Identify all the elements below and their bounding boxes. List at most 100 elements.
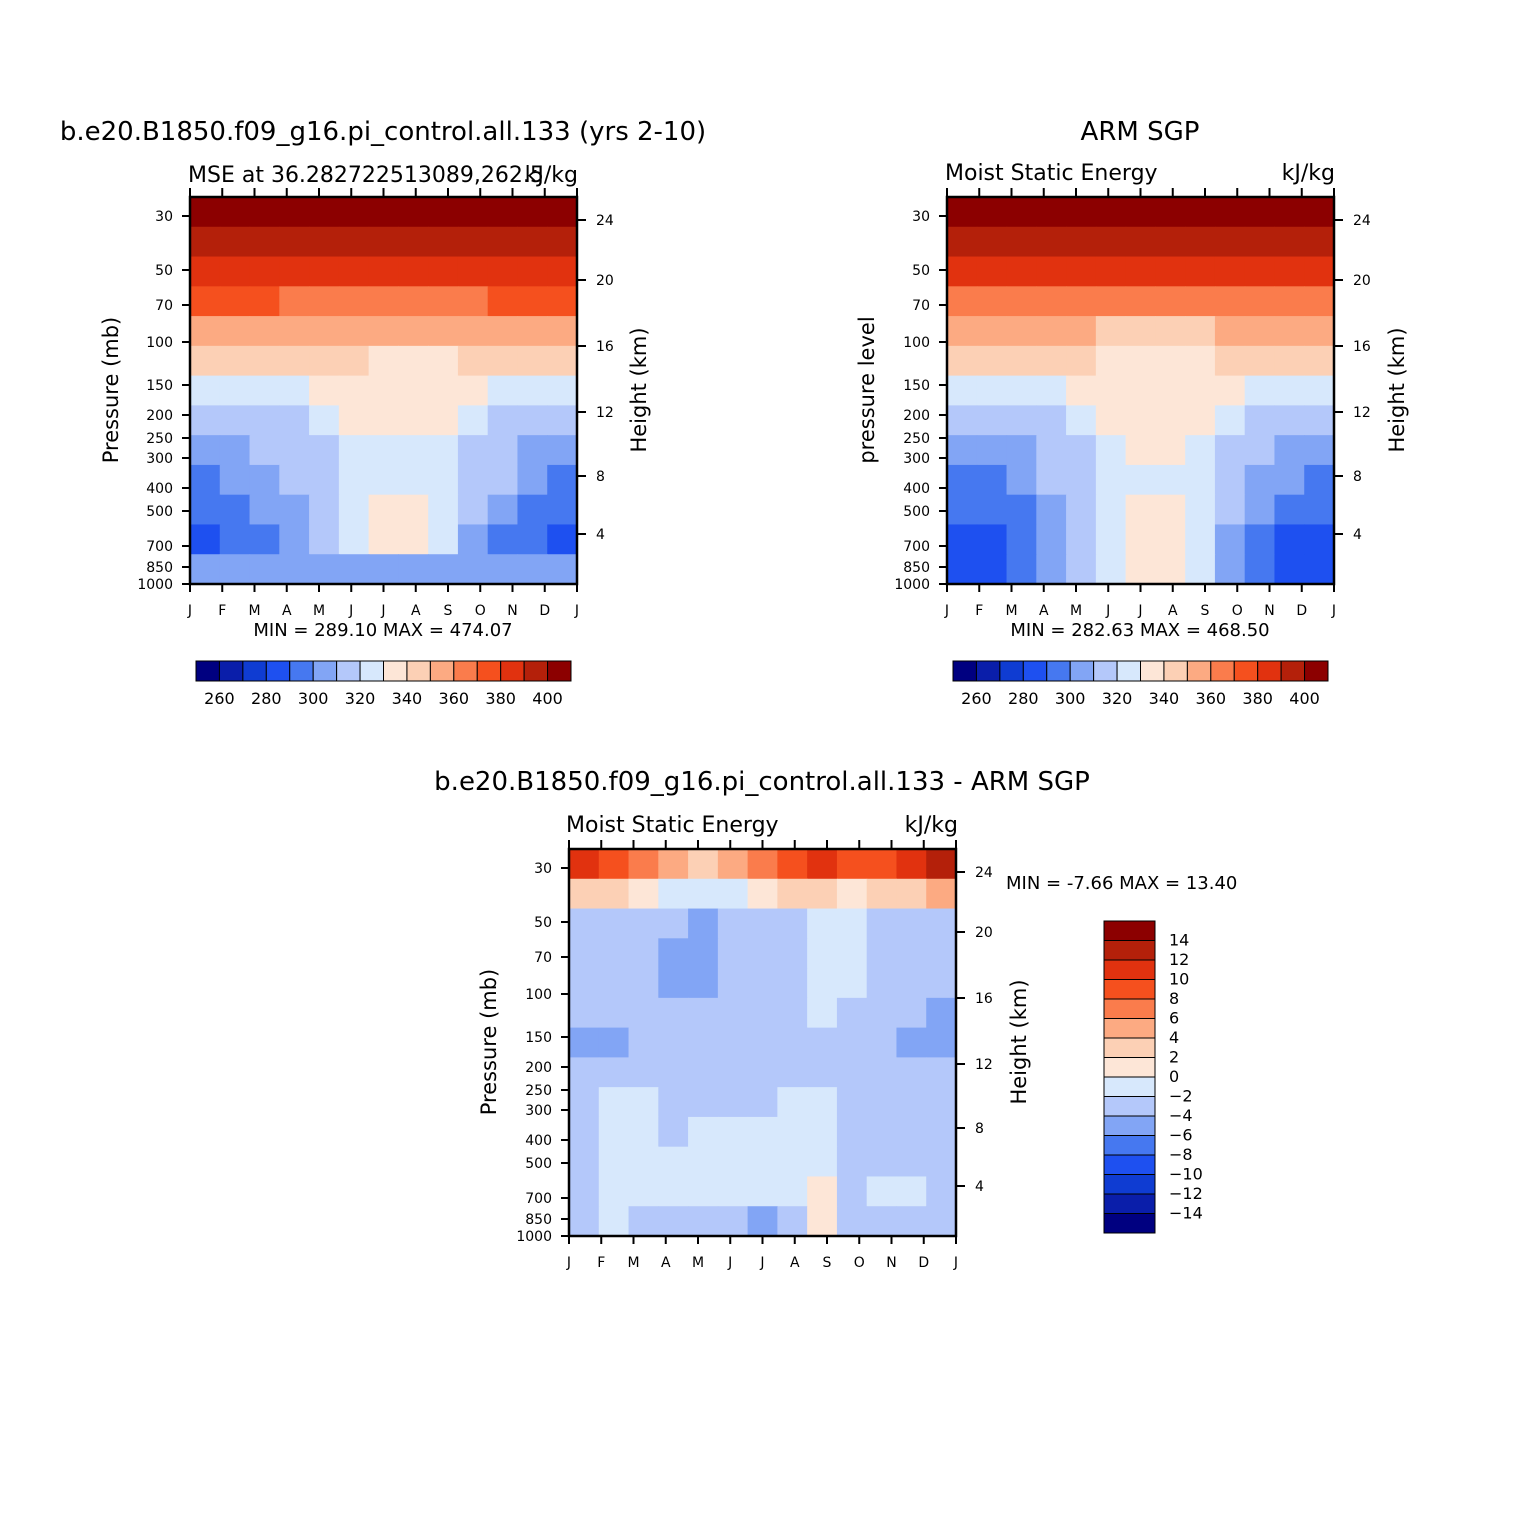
x-tick-label: J (944, 603, 949, 619)
field-cell (219, 405, 251, 436)
y2-tick-label: 4 (975, 1179, 984, 1195)
field-cell (1244, 524, 1276, 555)
y-tick-label: 200 (903, 408, 930, 424)
field-cell (947, 405, 978, 436)
field-cell (658, 1057, 689, 1088)
field-cell (747, 938, 778, 969)
colorbar-box (265, 660, 291, 682)
field-cell (1155, 316, 1186, 347)
field-cell (717, 908, 749, 939)
x-tick-label: S (1201, 603, 1210, 619)
colorbar-tick-label: 280 (1008, 689, 1039, 708)
colorbar-box (1163, 660, 1188, 682)
field-cell (658, 938, 689, 969)
field-cell (598, 1087, 630, 1118)
field-cell (747, 1176, 778, 1207)
field-cell (249, 494, 280, 526)
field-cell (219, 554, 251, 585)
field-cell (457, 375, 489, 406)
field-cell (428, 286, 459, 317)
field-cell (896, 938, 927, 969)
field-cell (1066, 405, 1097, 436)
field-cell (457, 316, 489, 347)
field-cell (1244, 494, 1276, 526)
field-cell (807, 968, 838, 999)
field-cell (688, 1116, 719, 1148)
y-tick-label: 700 (903, 539, 930, 555)
field-cell (1006, 197, 1037, 228)
field-cell (368, 464, 399, 496)
field-cell (747, 1146, 778, 1178)
field-cell (628, 997, 659, 1029)
field-cell (926, 878, 957, 910)
field-cell (487, 226, 519, 258)
field-cell (947, 345, 978, 377)
y-tick-label: 300 (146, 451, 173, 467)
x-tick-label: J (1105, 603, 1110, 619)
x-tick-label: F (218, 603, 226, 619)
field-cell (1155, 345, 1186, 377)
field-cell (976, 256, 1008, 287)
field-cell (190, 375, 221, 406)
field-cell (219, 316, 251, 347)
field-cell (807, 849, 838, 880)
field-cell (688, 968, 719, 999)
colorbar-tick-label: 320 (345, 689, 376, 708)
field-cell (866, 849, 898, 880)
panel-model-title: b.e20.B1850.f09_g16.pi_control.all.133 (… (60, 117, 706, 147)
field-cell (279, 435, 310, 466)
field-cell (428, 316, 459, 347)
field-cell (598, 1146, 630, 1178)
field-cell (279, 286, 310, 317)
field-cell (309, 226, 340, 258)
field-cell (1185, 375, 1216, 406)
colorbar-tick-label: −8 (1169, 1145, 1193, 1164)
field-cell (338, 524, 370, 555)
field-cell (309, 197, 340, 228)
field-cell (190, 494, 221, 526)
field-cell (1066, 524, 1097, 555)
field-cell (658, 1116, 689, 1148)
y2-tick-label: 4 (1353, 527, 1362, 543)
field-cell (1006, 405, 1037, 436)
x-tick-label: M (248, 603, 260, 619)
field-cell (866, 1206, 898, 1237)
field-cell (896, 1176, 927, 1207)
field-cell (926, 908, 957, 939)
field-cell (398, 464, 429, 496)
colorbar-box (1103, 920, 1156, 941)
field-cell (807, 1027, 838, 1058)
field-cell (1095, 226, 1127, 258)
colorbar-box (1103, 1096, 1156, 1117)
y-tick-label: 700 (525, 1191, 552, 1207)
field-cell (688, 1176, 719, 1207)
field-cell (926, 1087, 957, 1118)
panel-obs-subtitle-right: kJ/kg (1282, 161, 1335, 186)
field-cell (658, 908, 689, 939)
field-cell (896, 1087, 927, 1118)
field-cell (1066, 286, 1097, 317)
field-cell (428, 524, 459, 555)
field-cell (1006, 554, 1037, 585)
field-cell (598, 1116, 630, 1148)
field-cell (190, 197, 221, 228)
y-tick-label: 300 (525, 1103, 552, 1119)
field-cell (836, 878, 868, 910)
x-tick-label: F (597, 1255, 605, 1271)
field-cell (747, 1087, 778, 1118)
field-cell (1214, 524, 1246, 555)
field-cell (1244, 405, 1276, 436)
field-cell (428, 464, 459, 496)
field-cell (947, 554, 978, 585)
field-cell (1155, 375, 1186, 406)
colorbar-tick-label: −4 (1169, 1106, 1193, 1125)
field-cell (777, 938, 808, 969)
x-tick-label: N (886, 1255, 896, 1271)
field-cell (717, 1116, 749, 1148)
x-tick-label: M (1070, 603, 1082, 619)
y-tick-label: 30 (912, 209, 930, 225)
y-tick-label: 1000 (137, 577, 173, 593)
field-cell (1006, 256, 1037, 287)
